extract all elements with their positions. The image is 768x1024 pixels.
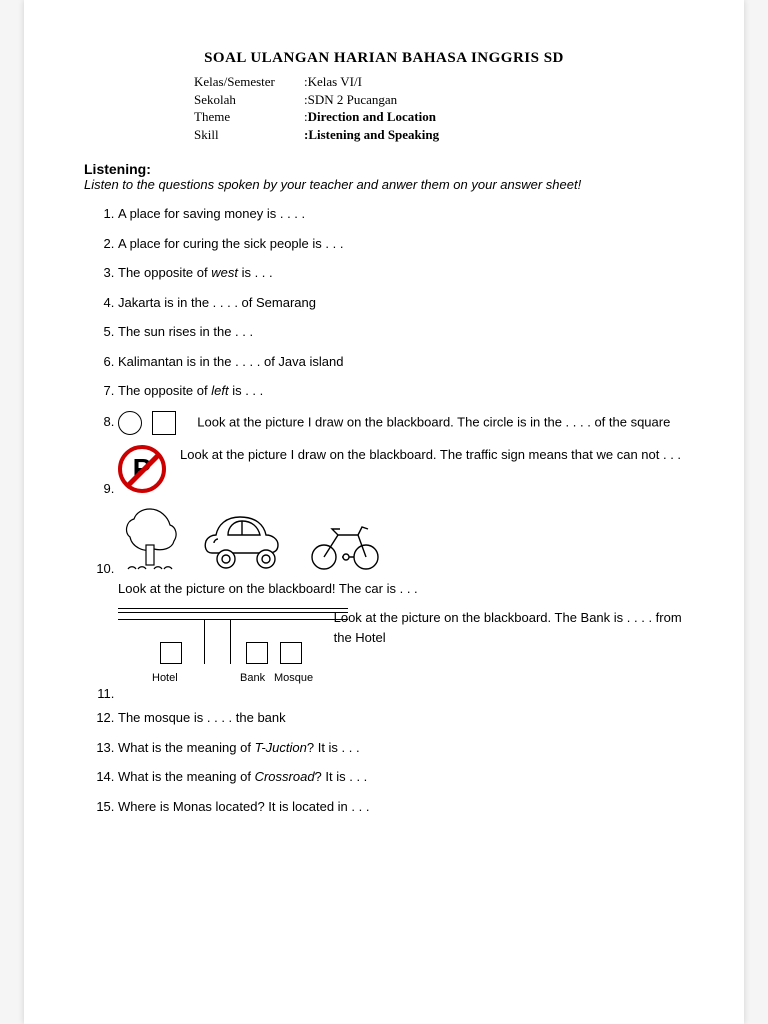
list-item: Look at the picture I draw on the blackb… [118,411,684,435]
list-item: Hotel Bank Mosque Look at the picture on… [118,608,684,698]
meta-label: Skill [194,126,304,144]
meta-label: Kelas/Semester [194,73,304,91]
meta-label: Theme [194,108,304,126]
meta-block: Kelas/Semester : Kelas VI/I Sekolah : SD… [194,73,684,143]
list-item: A place for saving money is . . . . [118,204,684,224]
bicycle-icon [308,517,382,573]
list-item: What is the meaning of T-Juction? It is … [118,738,684,758]
list-item: The opposite of left is . . . [118,381,684,401]
section-instructions: Listen to the questions spoken by your t… [84,177,684,192]
meta-value: SDN 2 Pucangan [308,91,398,109]
meta-row: Kelas/Semester : Kelas VI/I [194,73,684,91]
list-item: The opposite of west is . . . [118,263,684,283]
list-item: The mosque is . . . . the bank [118,708,684,728]
list-item: Where is Monas located? It is located in… [118,797,684,817]
meta-row: Skill : Listening and Speaking [194,126,684,144]
circle-icon [118,411,142,435]
square-icon [152,411,176,435]
section-heading: Listening: [84,161,684,177]
meta-value: Kelas VI/I [308,73,362,91]
list-item: What is the meaning of Crossroad? It is … [118,767,684,787]
car-icon [200,509,290,573]
meta-value: Listening and Speaking [308,126,439,144]
worksheet-page: SOAL ULANGAN HARIAN BAHASA INGGRIS SD Ke… [24,0,744,1024]
list-item: Kalimantan is in the . . . . of Java isl… [118,352,684,372]
page-title: SOAL ULANGAN HARIAN BAHASA INGGRIS SD [84,50,684,67]
list-item: P Look at the picture I draw on the blac… [118,445,684,493]
list-item: A place for curing the sick people is . … [118,234,684,254]
meta-label: Sekolah [194,91,304,109]
t-junction-map-icon: Hotel Bank Mosque [118,608,318,698]
list-item: Jakarta is in the . . . . of Semarang [118,293,684,313]
meta-row: Sekolah : SDN 2 Pucangan [194,91,684,109]
list-item: Look at the picture on the blackboard! T… [118,503,684,599]
circle-square-icon [118,411,176,435]
no-parking-sign-icon: P [118,445,166,493]
meta-value: Direction and Location [308,108,436,126]
list-item: The sun rises in the . . . [118,322,684,342]
question-list: A place for saving money is . . . . A pl… [84,204,684,816]
meta-row: Theme : Direction and Location [194,108,684,126]
tree-icon [118,503,182,573]
